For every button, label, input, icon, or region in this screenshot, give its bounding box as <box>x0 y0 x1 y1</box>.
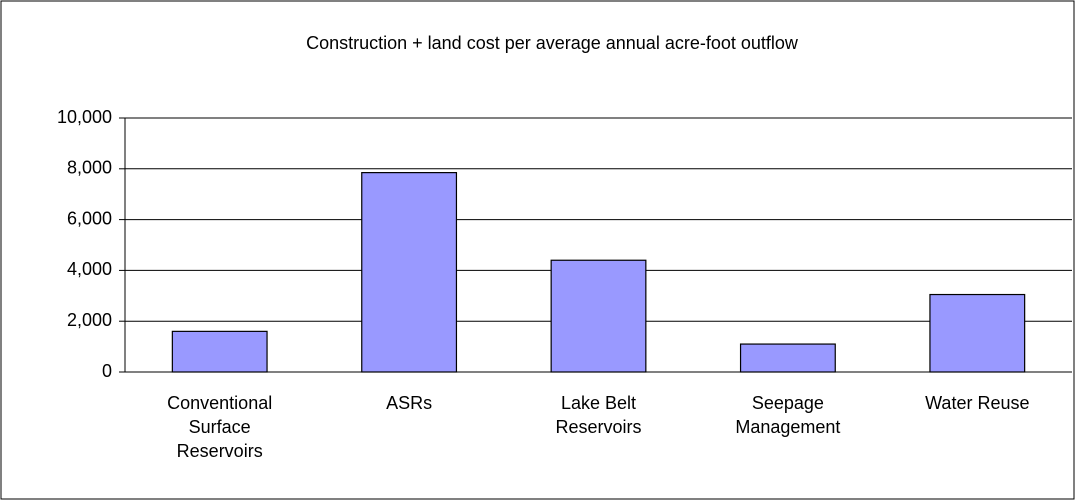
chart-title: Construction + land cost per average ann… <box>306 33 799 53</box>
x-tick-label: Lake Belt Reservoirs <box>555 393 642 437</box>
y-tick-label: 2,000 <box>67 310 112 330</box>
x-tick-label: Seepage Management <box>735 393 841 437</box>
bar <box>361 172 458 373</box>
x-tick-label: Water Reuse <box>925 393 1030 413</box>
y-tick-label: 10,000 <box>57 107 112 127</box>
y-tick-label: 4,000 <box>67 259 112 279</box>
y-tick-label: 0 <box>102 361 112 381</box>
y-tick-label: 6,000 <box>67 208 112 228</box>
y-tick-label: 8,000 <box>67 158 112 178</box>
x-tick-label: ASRs <box>386 393 433 413</box>
x-tick-label: Conventional Surface Reservoirs <box>167 393 273 461</box>
bar <box>929 293 1026 373</box>
bar <box>550 259 647 373</box>
bar <box>739 343 836 373</box>
bar <box>171 330 268 373</box>
